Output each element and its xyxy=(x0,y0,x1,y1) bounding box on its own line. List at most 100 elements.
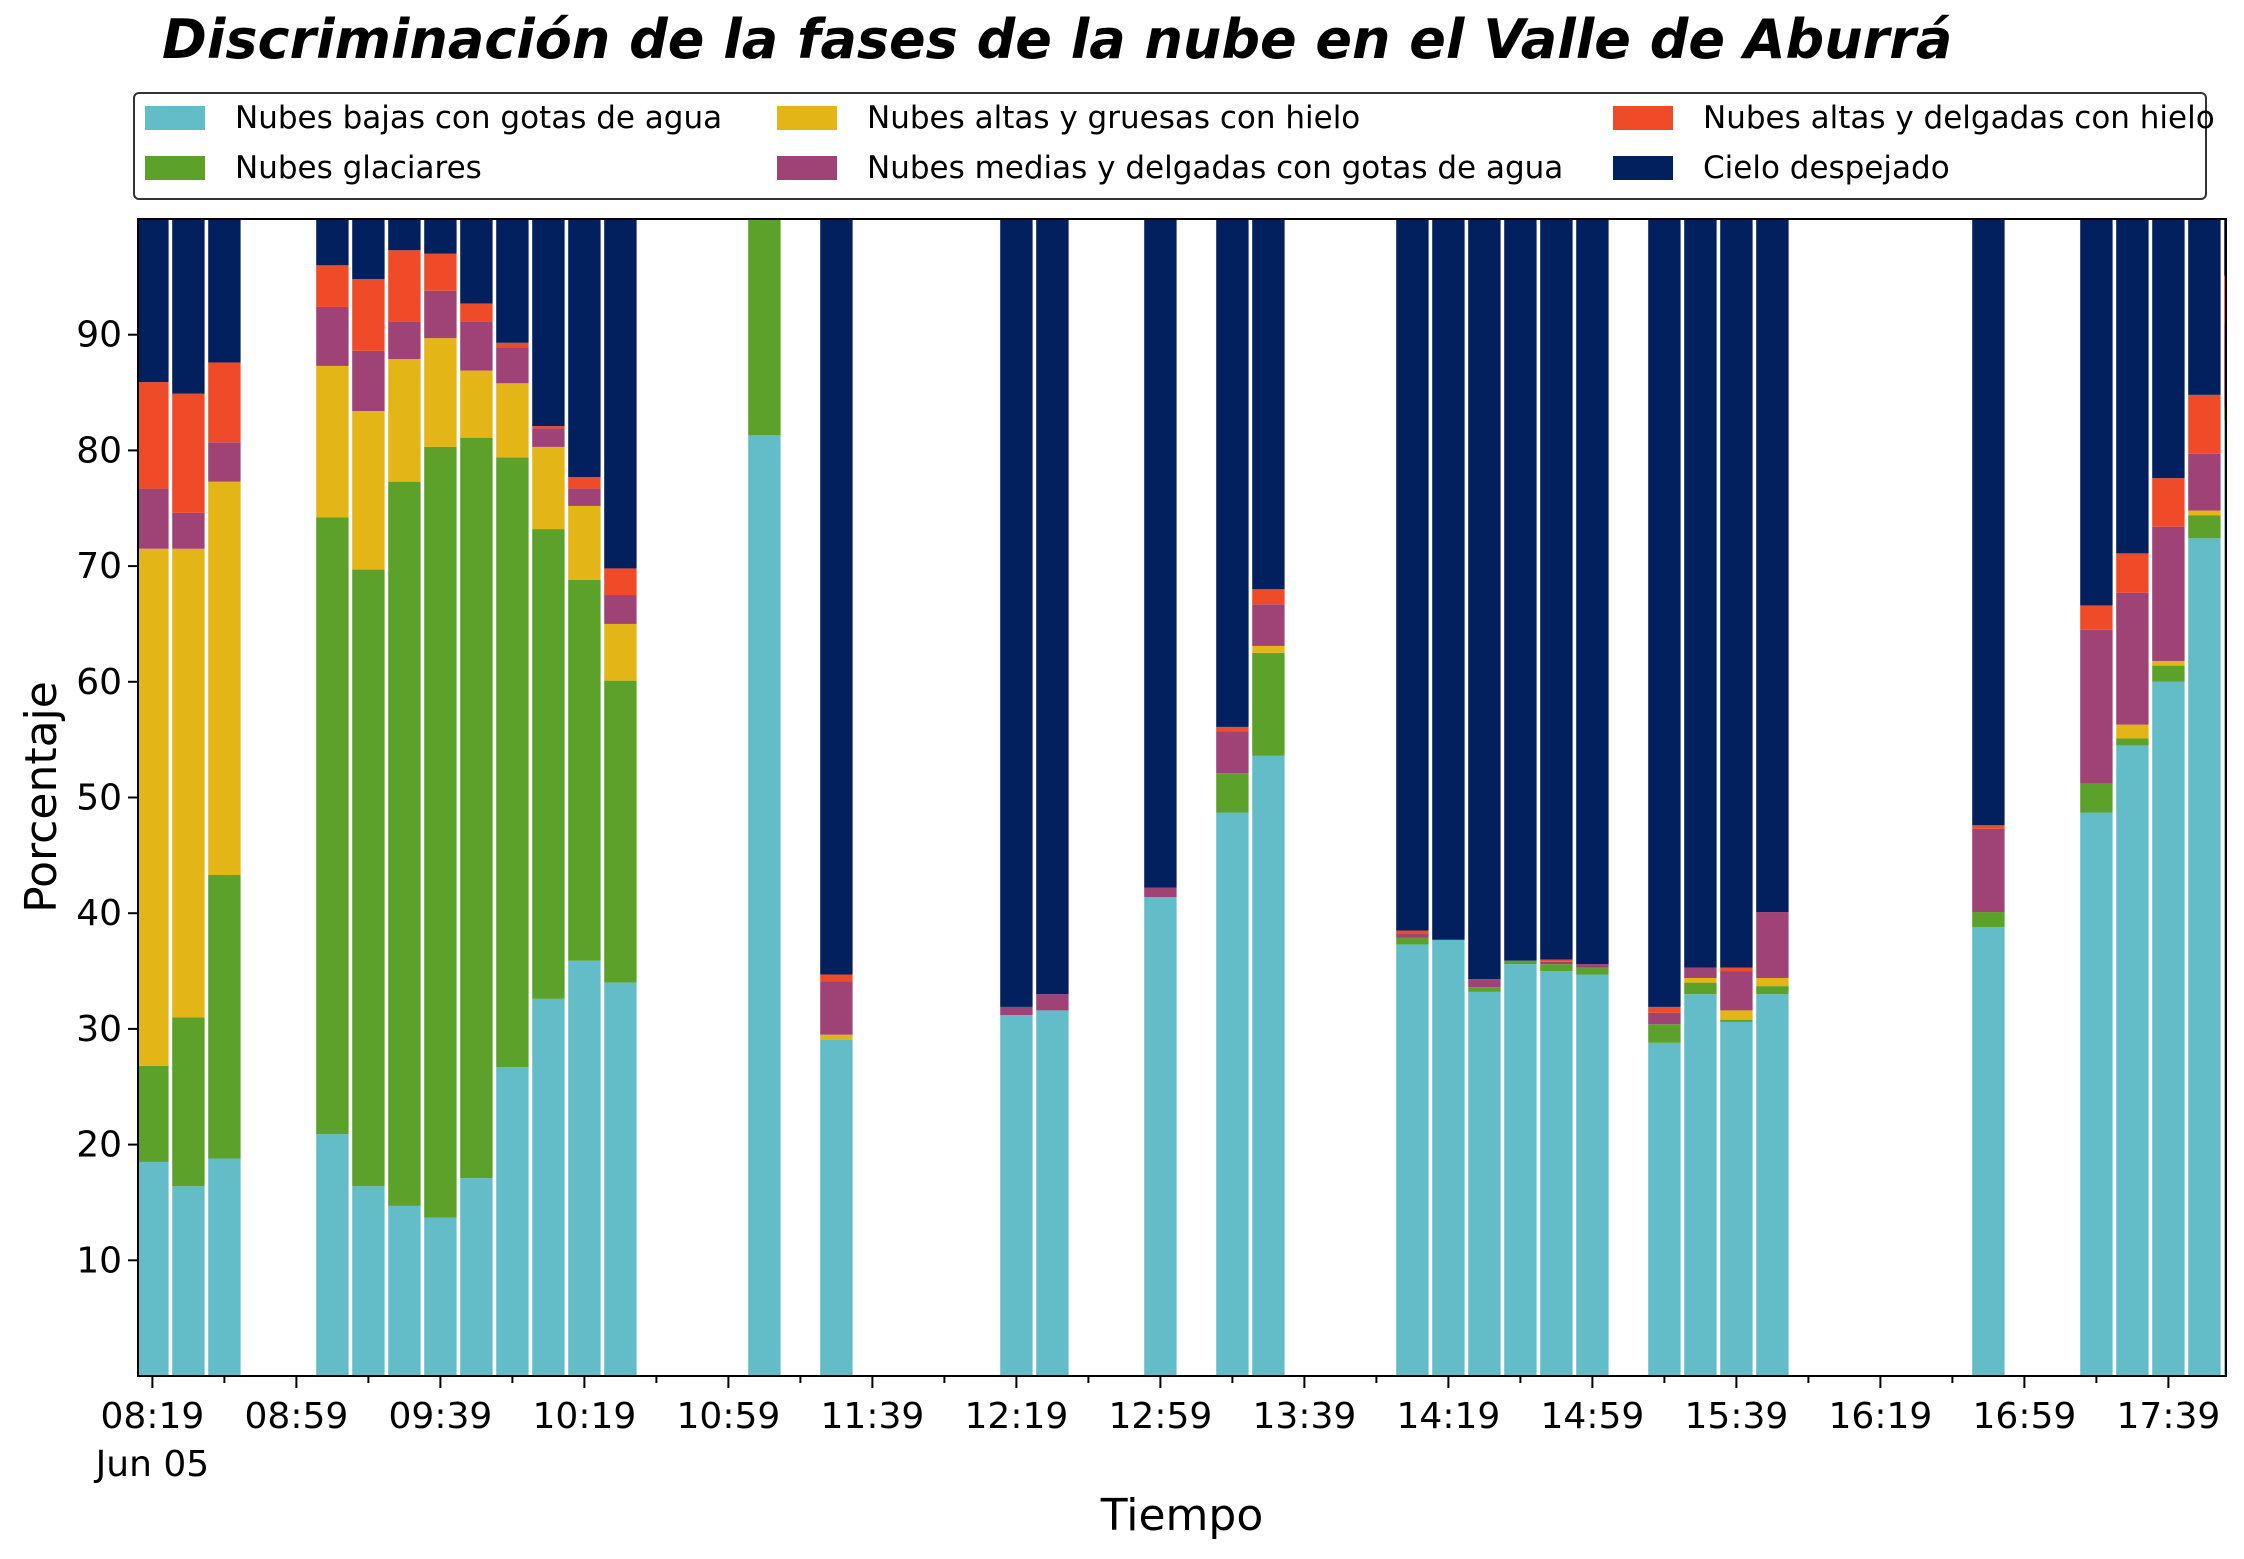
bar-segment-nubes-glaciares xyxy=(748,219,781,436)
bar-segment-cielo-despejado xyxy=(2224,219,2226,276)
bar-segment-nubes-altas-y-delgadas-con-hielo xyxy=(1720,967,1753,972)
bar-segment-cielo-despejado xyxy=(1720,219,1753,968)
bar-stack-1519 xyxy=(1648,219,1681,1376)
bar-segment-nubes-glaciares xyxy=(1576,967,1609,975)
legend-item-nubes-medias-y-delgadas-con-gotas-de-agua: Nubes medias y delgadas con gotas de agu… xyxy=(777,148,1563,188)
bar-segment-nubes-glaciares xyxy=(138,1065,169,1162)
bar-stack-1109 xyxy=(748,219,781,1376)
bar-stack-1029 xyxy=(604,219,637,1376)
bar-segment-nubes-bajas-con-gotas-de-agua xyxy=(496,1067,529,1376)
bar-segment-nubes-altas-y-gruesas-con-hielo xyxy=(138,548,169,1066)
bar-segment-nubes-altas-y-delgadas-con-hielo xyxy=(388,250,421,322)
bar-segment-nubes-medias-y-delgadas-con-gotas-de-agua xyxy=(1468,979,1501,988)
bar-segment-nubes-altas-y-delgadas-con-hielo xyxy=(172,393,205,513)
bar-segment-nubes-glaciares xyxy=(1756,986,1789,995)
bar-segment-cielo-despejado xyxy=(424,219,457,254)
bar-segment-nubes-medias-y-delgadas-con-gotas-de-agua xyxy=(604,595,637,624)
bar-segment-nubes-glaciares xyxy=(424,446,457,1218)
bar-stack-1429 xyxy=(1468,219,1501,1376)
bar-segment-nubes-altas-y-delgadas-con-hielo xyxy=(1216,726,1249,732)
bar-segment-nubes-altas-y-gruesas-con-hielo xyxy=(316,365,349,518)
bar-segment-nubes-altas-y-gruesas-con-hielo xyxy=(1720,1010,1753,1020)
bar-segment-nubes-bajas-con-gotas-de-agua xyxy=(604,982,637,1376)
bar-stack-1019 xyxy=(568,219,601,1376)
bar-segment-nubes-altas-y-delgadas-con-hielo xyxy=(2224,275,2226,324)
bar-stack-1539 xyxy=(1720,219,1753,1376)
bar-segment-nubes-bajas-con-gotas-de-agua xyxy=(1468,991,1501,1376)
bar-segment-nubes-medias-y-delgadas-con-gotas-de-agua xyxy=(1648,1012,1681,1025)
y-tick-label: 70 xyxy=(76,546,122,587)
legend-label: Nubes bajas con gotas de agua xyxy=(235,100,723,136)
bar-segment-nubes-bajas-con-gotas-de-agua xyxy=(568,960,601,1376)
bar-segment-nubes-bajas-con-gotas-de-agua xyxy=(388,1205,421,1376)
bar-segment-cielo-despejado xyxy=(1396,219,1429,931)
bar-segment-cielo-despejado xyxy=(388,219,421,251)
bar-stack-1259 xyxy=(1144,219,1177,1376)
bar-segment-nubes-glaciares xyxy=(568,579,601,961)
bar-segment-nubes-bajas-con-gotas-de-agua xyxy=(2080,812,2113,1376)
x-tick-label: 14:59 xyxy=(1541,1396,1645,1437)
y-tick-label: 80 xyxy=(76,430,122,471)
bar-stack-1449 xyxy=(1540,219,1573,1376)
bar-segment-nubes-bajas-con-gotas-de-agua xyxy=(460,1178,493,1376)
bar-stack-1749 xyxy=(2188,219,2221,1376)
legend-label: Nubes altas y gruesas con hielo xyxy=(867,100,1361,136)
bar-segment-nubes-bajas-con-gotas-de-agua xyxy=(138,1161,169,1376)
legend-label: Nubes medias y delgadas con gotas de agu… xyxy=(867,150,1564,186)
bar-stack-1419 xyxy=(1432,219,1465,1376)
bar-segment-nubes-bajas-con-gotas-de-agua xyxy=(1000,1015,1033,1376)
bar-segment-nubes-glaciares xyxy=(1540,964,1573,972)
x-tick-label: 10:59 xyxy=(677,1396,781,1437)
bar-segment-nubes-bajas-con-gotas-de-agua xyxy=(208,1158,241,1376)
bar-segment-nubes-bajas-con-gotas-de-agua xyxy=(1216,812,1249,1376)
bar-segment-nubes-altas-y-delgadas-con-hielo xyxy=(532,426,565,429)
bar-segment-cielo-despejado xyxy=(1684,219,1717,968)
bar-segment-nubes-medias-y-delgadas-con-gotas-de-agua xyxy=(1720,971,1753,1011)
bar-segment-nubes-altas-y-delgadas-con-hielo xyxy=(138,382,169,489)
x-date-label: Jun 05 xyxy=(94,1444,210,1485)
bar-segment-nubes-altas-y-gruesas-con-hielo xyxy=(352,411,385,570)
bar-segment-nubes-altas-y-gruesas-con-hielo xyxy=(604,623,637,681)
bar-segment-nubes-altas-y-delgadas-con-hielo xyxy=(496,342,529,348)
bar-stack-0929 xyxy=(388,219,421,1376)
bar-segment-nubes-altas-y-delgadas-con-hielo xyxy=(352,279,385,351)
bar-segment-nubes-altas-y-gruesas-con-hielo xyxy=(1252,645,1285,653)
bar-segment-nubes-medias-y-delgadas-con-gotas-de-agua xyxy=(2080,629,2113,784)
bar-stack-0959 xyxy=(496,219,529,1376)
bar-segment-nubes-medias-y-delgadas-con-gotas-de-agua xyxy=(388,321,421,359)
x-tick-label: 12:19 xyxy=(965,1396,1069,1437)
bar-segment-cielo-despejado xyxy=(820,219,853,975)
bar-segment-nubes-medias-y-delgadas-con-gotas-de-agua xyxy=(1144,887,1177,898)
bar-segment-nubes-bajas-con-gotas-de-agua xyxy=(1036,1010,1069,1376)
x-tick-label: 14:19 xyxy=(1397,1396,1501,1437)
y-tick-label: 60 xyxy=(76,662,122,703)
bar-segment-nubes-glaciares xyxy=(1648,1024,1681,1043)
bar-stack-0819 xyxy=(138,219,169,1376)
bar-segment-nubes-altas-y-delgadas-con-hielo xyxy=(820,974,853,982)
bar-segment-cielo-despejado xyxy=(1144,219,1177,888)
bar-segment-nubes-altas-y-gruesas-con-hielo xyxy=(424,338,457,447)
bar-segment-cielo-despejado xyxy=(1432,219,1465,940)
bar-segment-nubes-bajas-con-gotas-de-agua xyxy=(2188,538,2221,1376)
bar-segment-nubes-medias-y-delgadas-con-gotas-de-agua xyxy=(532,428,565,447)
bar-stack-1549 xyxy=(1756,219,1789,1376)
bar-segment-nubes-bajas-con-gotas-de-agua xyxy=(172,1186,205,1376)
bar-segment-nubes-medias-y-delgadas-con-gotas-de-agua xyxy=(2116,592,2149,725)
bar-segment-nubes-medias-y-delgadas-con-gotas-de-agua xyxy=(1684,967,1717,978)
legend-swatch xyxy=(1613,156,1673,180)
legend-swatch xyxy=(145,156,205,180)
bar-stack-1719 xyxy=(2080,219,2113,1376)
bar-segment-cielo-despejado xyxy=(532,219,565,427)
bar-segment-nubes-medias-y-delgadas-con-gotas-de-agua xyxy=(1216,731,1249,774)
bar-segment-nubes-bajas-con-gotas-de-agua xyxy=(424,1217,457,1376)
y-tick-label: 90 xyxy=(76,315,122,356)
bar-segment-nubes-medias-y-delgadas-con-gotas-de-agua xyxy=(2224,323,2226,408)
bar-segment-cielo-despejado xyxy=(1468,219,1501,980)
bar-segment-nubes-medias-y-delgadas-con-gotas-de-agua xyxy=(1396,934,1429,938)
bar-segment-nubes-medias-y-delgadas-con-gotas-de-agua xyxy=(496,347,529,384)
bar-stack-1219 xyxy=(1000,219,1033,1376)
bar-segment-nubes-glaciares xyxy=(2224,407,2226,421)
bar-segment-cielo-despejado xyxy=(1036,219,1069,995)
bars-layer xyxy=(138,219,2226,1376)
legend-item-cielo-despejado: Cielo despejado xyxy=(1613,148,1950,188)
